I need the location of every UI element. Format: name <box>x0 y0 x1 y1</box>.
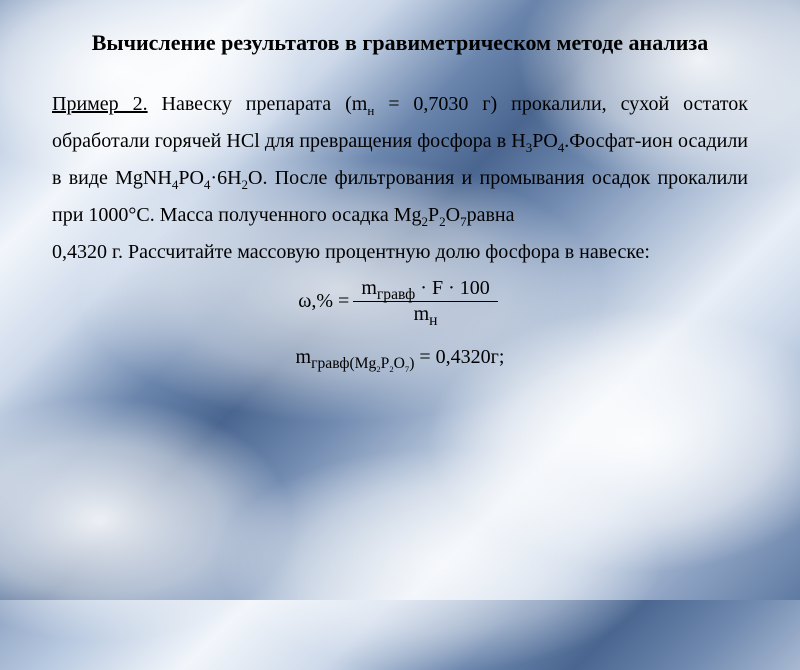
text: 0,4320 г. Рассчитайте массовую процентну… <box>52 241 650 263</box>
den-sub: н <box>429 312 437 329</box>
res-eq: = 0,4320г; <box>414 346 504 368</box>
res-sub: гравф(Mg2P2O7) <box>311 355 414 372</box>
text: PO <box>532 130 558 152</box>
res-m: m <box>296 346 312 368</box>
formula-lhs: ω,% = <box>298 290 349 313</box>
text: P <box>428 204 439 226</box>
text: Навеску препарата (m <box>148 93 368 115</box>
result-line: mгравф(Mg2P2O7) = 0,4320г; <box>52 346 748 369</box>
body-text: Пример 2. Навеску препарата (mн = 0,7030… <box>52 86 748 271</box>
text: O <box>446 204 460 226</box>
den-m: m <box>414 303 430 325</box>
text: равна <box>467 204 515 226</box>
fraction: mгравф · F · 100 mн <box>353 277 497 326</box>
text: ·6H <box>210 167 241 189</box>
formula-omega: ω,% = mгравф · F · 100 mн <box>52 277 748 326</box>
num-m: m <box>361 277 377 299</box>
text: PO <box>178 167 204 189</box>
slide-title: Вычисление результатов в гравиметрическо… <box>52 28 748 58</box>
num-rest: · F · 100 <box>415 277 489 299</box>
slide-content: Вычисление результатов в гравиметрическо… <box>0 0 800 369</box>
example-label: Пример 2. <box>52 93 148 115</box>
num-m-sub: гравф <box>377 286 415 303</box>
